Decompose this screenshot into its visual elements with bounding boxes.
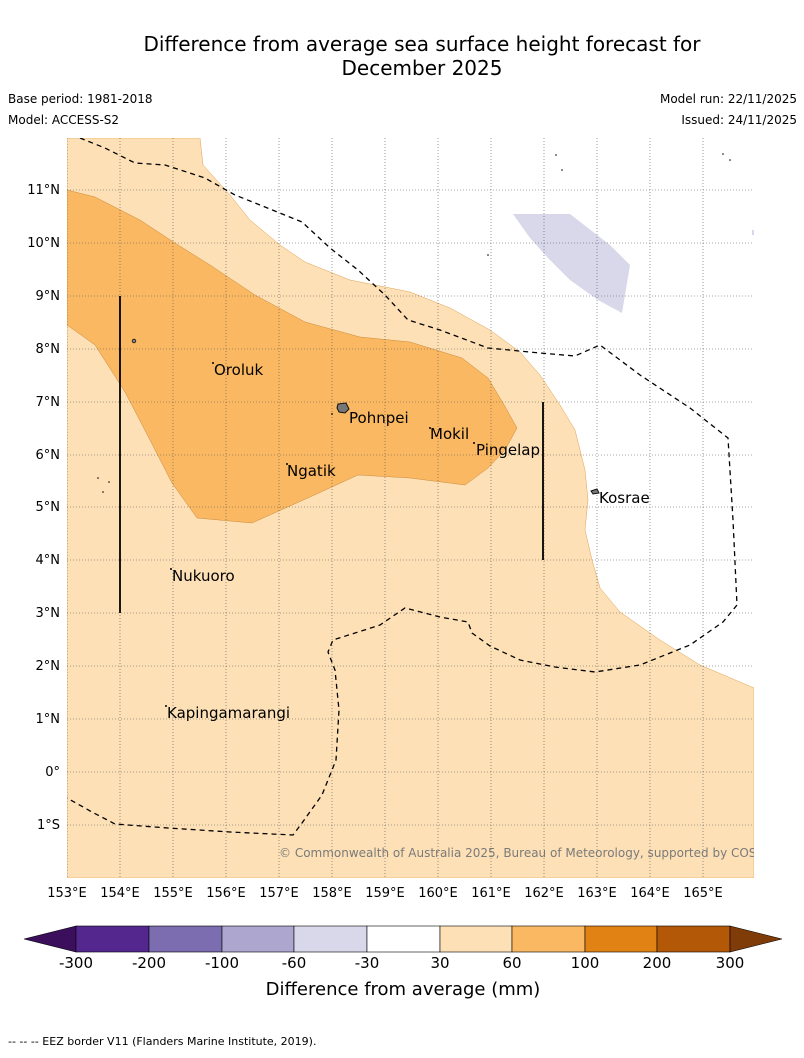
island-small-west bbox=[131, 338, 137, 344]
map-plot-area: Oroluk Pohnpei Mokil Pingelap Ngatik Kos… bbox=[67, 138, 784, 878]
lon-label: 165°E bbox=[683, 886, 723, 901]
copyright-credit: © Commonwealth of Australia 2025, Bureau… bbox=[279, 846, 784, 860]
base-period-label: Base period: 1981-2018 bbox=[8, 92, 153, 106]
eez-border-north bbox=[67, 138, 738, 836]
island-ngatik bbox=[286, 463, 288, 465]
island-dot-h bbox=[487, 254, 489, 256]
lat-label: 11°N bbox=[27, 183, 60, 198]
place-label-ngatik: Ngatik bbox=[287, 462, 336, 480]
lat-label: 7°N bbox=[36, 395, 61, 410]
lat-label: 1°N bbox=[36, 712, 61, 727]
anomaly-patch-edge bbox=[752, 230, 754, 235]
island-dot-f bbox=[722, 153, 724, 155]
colorbar-segment bbox=[511, 925, 586, 953]
island-mokil bbox=[429, 427, 431, 429]
colorbar-tick-label: -200 bbox=[132, 954, 166, 972]
latitude-axis: 11°N 10°N 9°N 8°N 7°N 6°N 5°N 4°N 3°N 2°… bbox=[27, 183, 60, 833]
lat-label: 5°N bbox=[36, 500, 61, 515]
colorbar-tick-label: 200 bbox=[643, 954, 672, 972]
model-label: Model: ACCESS-S2 bbox=[8, 113, 120, 127]
island-oroluk bbox=[212, 362, 214, 364]
island-ant-atoll bbox=[331, 413, 333, 415]
island-nukuoro bbox=[170, 568, 172, 570]
place-label-pohnpei: Pohnpei bbox=[349, 409, 409, 427]
lon-label: 164°E bbox=[630, 886, 670, 901]
island-dot-b bbox=[108, 481, 110, 483]
lon-label: 153°E bbox=[47, 886, 87, 901]
colorbar-tick-label: 300 bbox=[716, 954, 745, 972]
lat-label: 9°N bbox=[36, 289, 61, 304]
lon-label: 155°E bbox=[153, 886, 193, 901]
island-dot-g bbox=[729, 159, 731, 161]
anomaly-patch-negative bbox=[513, 214, 630, 313]
colorbar-extend-low bbox=[23, 925, 77, 953]
island-kapingamarangi bbox=[165, 705, 167, 707]
island-dot-d bbox=[555, 154, 557, 156]
forecast-map: Oroluk Pohnpei Mokil Pingelap Ngatik Kos… bbox=[23, 138, 784, 1000]
model-run-label: Model run: 22/11/2025 bbox=[659, 92, 797, 106]
eez-footnote: -- -- -- EEZ border V11 (Flanders Marine… bbox=[8, 1035, 317, 1048]
colorbar-tick-label: 100 bbox=[571, 954, 600, 972]
lon-label: 162°E bbox=[524, 886, 564, 901]
anomaly-band-60-100 bbox=[67, 189, 518, 524]
island-pingelap bbox=[473, 442, 475, 444]
island-dot-e bbox=[561, 169, 563, 171]
colorbar-title: Difference from average (mm) bbox=[266, 979, 541, 1000]
colorbar-tick-label: -30 bbox=[355, 954, 380, 972]
colorbar-tick-label: -300 bbox=[59, 954, 93, 972]
colorbar-segment bbox=[221, 925, 295, 953]
lon-label: 160°E bbox=[418, 886, 458, 901]
place-label-pingelap: Pingelap bbox=[476, 441, 540, 459]
lon-label: 161°E bbox=[471, 886, 511, 901]
colorbar: -300 -200 -100 -60 -30 30 60 100 200 300… bbox=[23, 925, 783, 1000]
colorbar-ticks: -300 -200 -100 -60 -30 30 60 100 200 300 bbox=[59, 954, 744, 972]
lat-label: 10°N bbox=[27, 236, 60, 251]
lat-label: 1°S bbox=[37, 818, 60, 833]
islands bbox=[97, 153, 731, 707]
lon-label: 163°E bbox=[577, 886, 617, 901]
colorbar-tick-label: 30 bbox=[430, 954, 449, 972]
island-dot-a bbox=[97, 477, 99, 479]
lon-label: 159°E bbox=[365, 886, 405, 901]
island-pohnpei bbox=[336, 402, 350, 414]
lat-label: 0° bbox=[45, 765, 60, 780]
island-kosrae bbox=[590, 488, 600, 495]
lat-label: 3°N bbox=[36, 606, 61, 621]
colorbar-segment bbox=[439, 925, 513, 953]
island-dot-c bbox=[102, 491, 104, 493]
colorbar-segment bbox=[293, 925, 368, 953]
title-line-1: Difference from average sea surface heig… bbox=[143, 32, 701, 56]
colorbar-extend-high bbox=[729, 925, 783, 953]
lat-label: 6°N bbox=[36, 448, 61, 463]
issued-label: Issued: 24/11/2025 bbox=[681, 113, 797, 127]
lat-label: 4°N bbox=[36, 553, 61, 568]
place-label-kapingamarangi: Kapingamarangi bbox=[167, 704, 290, 722]
title-line-2: December 2025 bbox=[341, 56, 503, 80]
place-label-oroluk: Oroluk bbox=[214, 361, 263, 379]
place-label-mokil: Mokil bbox=[430, 425, 469, 443]
colorbar-tick-label: -60 bbox=[282, 954, 307, 972]
colorbar-tick-label: -100 bbox=[205, 954, 239, 972]
colorbar-segment bbox=[366, 925, 441, 953]
colorbar-tick-label: 60 bbox=[502, 954, 521, 972]
lon-label: 157°E bbox=[259, 886, 299, 901]
place-label-nukuoro: Nukuoro bbox=[172, 567, 235, 585]
lon-label: 158°E bbox=[312, 886, 352, 901]
lat-label: 2°N bbox=[36, 659, 61, 674]
map-title: Difference from average sea surface heig… bbox=[0, 32, 804, 80]
colorbar-segment bbox=[75, 925, 150, 953]
colorbar-segment bbox=[584, 925, 658, 953]
colorbar-segment bbox=[148, 925, 223, 953]
longitude-axis: 153°E 154°E 155°E 156°E 157°E 158°E 159°… bbox=[47, 886, 723, 901]
lon-label: 156°E bbox=[206, 886, 246, 901]
colorbar-segment bbox=[656, 925, 731, 953]
lat-label: 8°N bbox=[36, 342, 61, 357]
eez-borders bbox=[67, 138, 738, 836]
lon-label: 154°E bbox=[100, 886, 140, 901]
gridlines bbox=[67, 138, 754, 878]
place-label-kosrae: Kosrae bbox=[599, 489, 650, 507]
